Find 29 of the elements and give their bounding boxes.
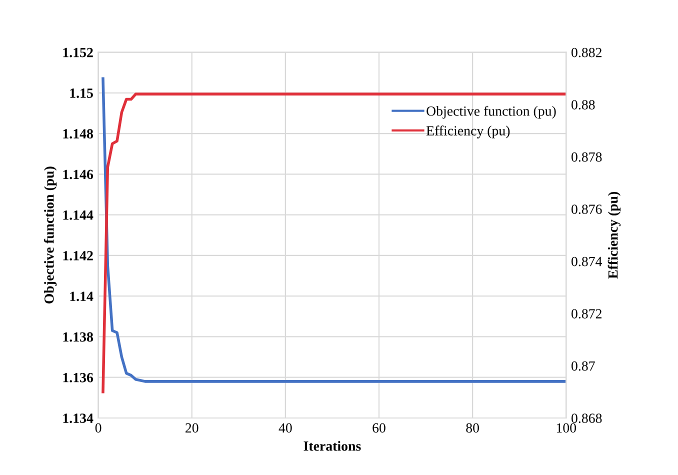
y-tick-label: 1.142 <box>63 251 93 260</box>
x-axis-title: Iterations <box>304 441 361 451</box>
x-tick-label: 60 <box>372 423 386 433</box>
y2-tick-label: 0.874 <box>572 256 602 266</box>
y-axis-title: Objective function (pu) <box>44 166 57 304</box>
x-tick-label: 0 <box>95 423 102 433</box>
y2-tick-label: 0.872 <box>572 309 602 319</box>
y2-tick-label: 0.878 <box>572 152 602 162</box>
y-tick-label: 1.138 <box>63 332 93 342</box>
y2-tick-label: 0.87 <box>572 361 595 371</box>
y2-tick-label: 0.882 <box>572 48 602 58</box>
y-tick-label: 1.144 <box>63 210 94 220</box>
y-tick-label: 1.148 <box>63 129 93 139</box>
y2-tick-label: 0.868 <box>572 414 602 424</box>
x-tick-label: 40 <box>278 423 292 433</box>
y-tick-label: 1.152 <box>63 48 93 58</box>
y2-tick-label: 0.88 <box>572 100 595 110</box>
y-tick-label: 1.146 <box>63 170 94 180</box>
legend-label: Objective function (pu) <box>426 106 556 119</box>
y-tick-label: 1.15 <box>70 88 93 98</box>
y-tick-label: 1.136 <box>63 372 94 382</box>
y2-axis-title: Efficiency (pu) <box>608 192 621 279</box>
x-tick-label: 100 <box>556 423 576 433</box>
x-tick-label: 80 <box>466 423 479 433</box>
x-tick-label: 20 <box>186 423 198 433</box>
y-tick-label: 1.134 <box>63 414 94 424</box>
y2-tick-label: 0.876 <box>572 204 602 214</box>
y-tick-label: 1.14 <box>70 292 94 302</box>
legend-label: Efficiency (pu) <box>426 126 510 138</box>
